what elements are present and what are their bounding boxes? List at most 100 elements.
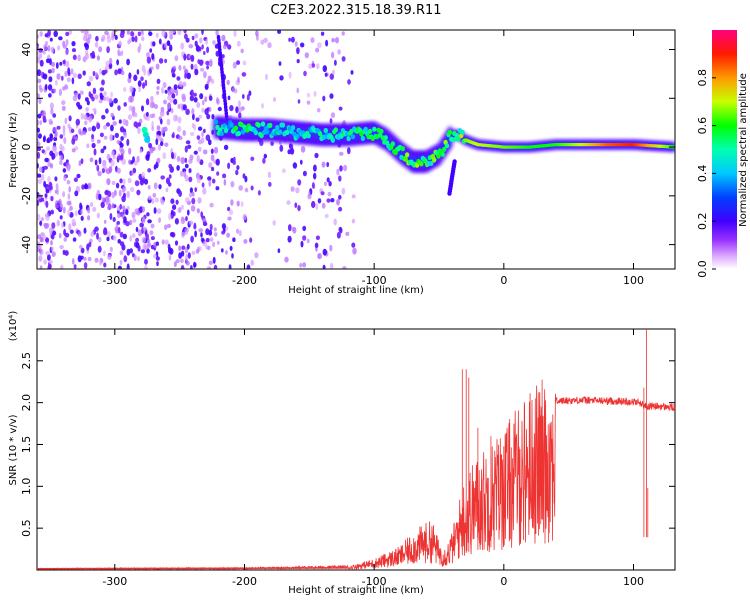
- noise-speck: [98, 193, 102, 201]
- noise-speck: [140, 30, 144, 34]
- noise-speck: [117, 239, 121, 244]
- noise-speck: [80, 158, 84, 165]
- noise-speck: [286, 200, 291, 205]
- noise-speck: [126, 30, 131, 35]
- noise-speck: [38, 255, 43, 262]
- noise-speck: [50, 196, 54, 202]
- noise-speck: [227, 162, 231, 170]
- noise-speck: [37, 44, 40, 50]
- noise-speck: [153, 182, 158, 190]
- noise-speck: [135, 242, 140, 249]
- noise-speck: [292, 227, 297, 234]
- noise-speck: [127, 177, 132, 184]
- noise-speck: [39, 248, 44, 256]
- noise-speck: [59, 215, 63, 220]
- noise-speck: [169, 232, 174, 237]
- noise-speck: [96, 122, 101, 130]
- noise-speck: [120, 136, 124, 141]
- noise-speck: [182, 81, 187, 87]
- noise-speck: [281, 168, 286, 173]
- noise-speck: [106, 236, 110, 242]
- noise-speck: [55, 62, 59, 69]
- noise-speck: [347, 147, 351, 155]
- noise-speck: [111, 180, 116, 186]
- noise-speck: [277, 30, 282, 34]
- noise-speck: [328, 181, 332, 187]
- noise-speck: [83, 227, 87, 234]
- noise-speck: [91, 96, 95, 102]
- noise-speck: [72, 258, 75, 265]
- noise-speck: [246, 264, 251, 269]
- noise-speck: [202, 187, 207, 195]
- noise-speck: [302, 235, 307, 241]
- noise-speck: [288, 71, 292, 79]
- noise-speck: [80, 113, 85, 120]
- noise-speck: [74, 92, 78, 97]
- noise-speck: [338, 106, 343, 111]
- noise-speck: [118, 119, 122, 124]
- ridge-core: [403, 156, 408, 162]
- noise-speck: [209, 58, 213, 66]
- noise-speck: [279, 75, 284, 81]
- noise-speck: [150, 66, 154, 71]
- noise-speck: [69, 229, 74, 234]
- spectrogram-frame: [36, 29, 676, 270]
- noise-speck: [330, 112, 336, 118]
- noise-speck: [165, 177, 171, 185]
- noise-speck: [304, 52, 309, 59]
- noise-speck: [117, 213, 121, 219]
- noise-speck: [91, 50, 95, 58]
- noise-speck: [103, 228, 108, 236]
- noise-speck: [87, 127, 92, 132]
- y-tick-label: 40: [20, 43, 33, 57]
- noise-speck: [316, 108, 321, 113]
- noise-speck: [174, 55, 179, 62]
- noise-speck: [151, 125, 155, 132]
- noise-speck: [189, 187, 193, 194]
- noise-speck: [106, 231, 111, 238]
- noise-speck: [68, 223, 72, 231]
- noise-speck: [172, 204, 177, 210]
- noise-speck: [230, 181, 235, 188]
- noise-speck: [238, 230, 242, 237]
- noise-speck: [52, 126, 58, 133]
- noise-speck: [177, 116, 182, 124]
- ridge-tail: [447, 191, 452, 196]
- noise-speck: [120, 148, 125, 156]
- noise-speck: [101, 79, 105, 86]
- noise-speck: [254, 252, 259, 259]
- ridge-core: [275, 125, 280, 131]
- chart-title: C2E3.2022.315.18.39.R11: [270, 3, 441, 18]
- noise-speck: [87, 182, 92, 190]
- noise-speck: [223, 144, 229, 150]
- noise-speck: [317, 198, 322, 204]
- noise-speck: [107, 254, 112, 260]
- noise-speck: [217, 106, 222, 112]
- colorbar-tick-label: 0.2: [696, 212, 709, 230]
- noise-speck: [80, 215, 84, 221]
- noise-speck: [91, 125, 97, 132]
- noise-speck: [297, 205, 301, 212]
- noise-speck: [145, 154, 150, 161]
- noise-speck: [99, 92, 103, 98]
- noise-speck: [208, 162, 213, 169]
- noise-speck: [152, 113, 156, 118]
- ridge-core: [350, 134, 356, 140]
- noise-speck: [39, 120, 42, 125]
- noise-speck: [51, 251, 56, 257]
- noise-speck: [59, 143, 63, 151]
- noise-speck: [203, 71, 207, 78]
- noise-speck: [175, 89, 179, 96]
- noise-speck: [183, 65, 186, 70]
- noise-speck: [37, 119, 40, 127]
- noise-speck: [93, 148, 97, 156]
- noise-speck: [37, 78, 42, 84]
- noise-speck: [196, 176, 201, 184]
- noise-speck: [65, 49, 69, 55]
- noise-speck: [76, 173, 81, 179]
- noise-speck: [116, 139, 120, 145]
- y-tick-label: -20: [20, 187, 33, 205]
- noise-speck: [126, 190, 130, 198]
- noise-speck: [42, 49, 46, 55]
- noise-speck: [249, 237, 253, 243]
